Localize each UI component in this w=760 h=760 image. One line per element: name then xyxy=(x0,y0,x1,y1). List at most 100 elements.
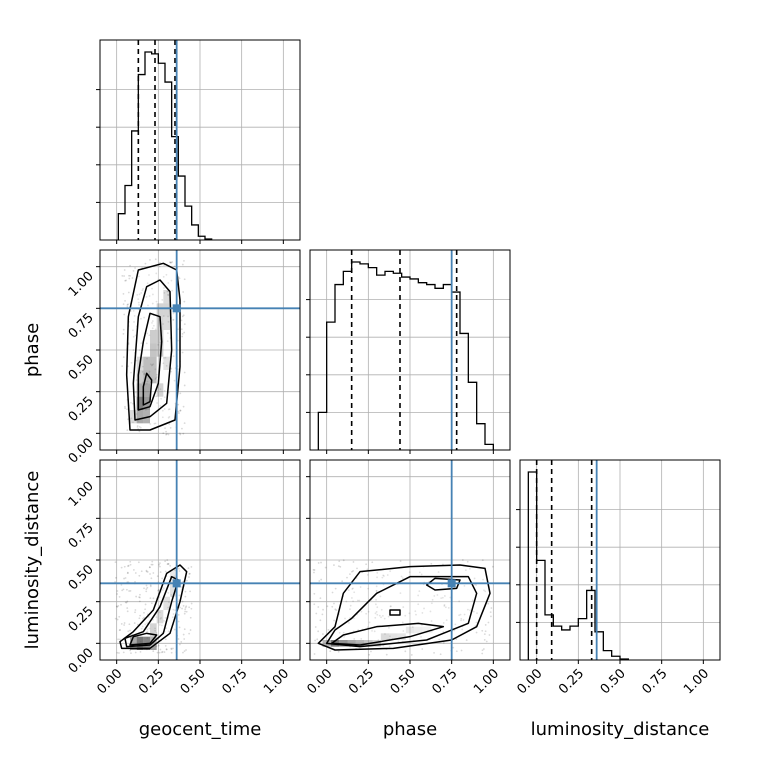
scatter-point-geocent_time-vs-phase-186 xyxy=(162,357,165,359)
scatter-point-geocent_time-vs-luminosity_distance-223 xyxy=(185,605,188,608)
scatter-point-geocent_time-vs-luminosity_distance-207 xyxy=(128,590,130,592)
xtick-label-hist-luminosity_distance-1: 0.25 xyxy=(556,666,587,697)
scatter-point-geocent_time-vs-luminosity_distance-58 xyxy=(158,563,161,566)
xtick-label-geocent_time-vs-luminosity_distance-0: 0.00 xyxy=(94,666,125,697)
scatter-point-geocent_time-vs-phase-208 xyxy=(145,342,148,345)
scatter-point-geocent_time-vs-luminosity_distance-253 xyxy=(166,559,169,561)
scatter-point-phase-vs-luminosity_distance-37 xyxy=(460,649,463,652)
scatter-point-geocent_time-vs-phase-198 xyxy=(167,416,170,419)
density-cell-geocent_time-vs-phase-4 xyxy=(136,383,144,397)
scatter-point-phase-vs-luminosity_distance-210 xyxy=(319,597,322,600)
scatter-point-geocent_time-vs-luminosity_distance-91 xyxy=(146,622,149,625)
scatter-point-geocent_time-vs-phase-10 xyxy=(126,408,129,411)
scatter-point-geocent_time-vs-phase-115 xyxy=(179,392,182,395)
scatter-point-phase-vs-luminosity_distance-235 xyxy=(449,596,452,599)
scatter-point-geocent_time-vs-phase-114 xyxy=(148,370,151,373)
scatter-point-phase-vs-luminosity_distance-6 xyxy=(389,635,391,638)
scatter-point-geocent_time-vs-phase-218 xyxy=(143,373,146,376)
scatter-point-phase-vs-luminosity_distance-156 xyxy=(389,605,392,608)
scatter-point-geocent_time-vs-phase-188 xyxy=(147,304,149,307)
scatter-point-phase-vs-luminosity_distance-47 xyxy=(320,578,323,581)
scatter-point-phase-vs-luminosity_distance-104 xyxy=(442,622,445,624)
scatter-point-geocent_time-vs-phase-163 xyxy=(167,293,169,296)
scatter-point-phase-vs-luminosity_distance-195 xyxy=(333,602,335,605)
scatter-point-phase-vs-luminosity_distance-55 xyxy=(333,564,335,566)
scatter-point-geocent_time-vs-phase-86 xyxy=(136,426,139,428)
xtick-label-hist-luminosity_distance-4: 1.00 xyxy=(681,666,712,697)
scatter-point-geocent_time-vs-phase-125 xyxy=(122,332,125,335)
scatter-point-phase-vs-luminosity_distance-226 xyxy=(460,619,463,622)
scatter-point-geocent_time-vs-luminosity_distance-34 xyxy=(152,597,155,600)
scatter-point-geocent_time-vs-luminosity_distance-145 xyxy=(178,570,181,572)
scatter-point-phase-vs-luminosity_distance-233 xyxy=(463,584,466,587)
scatter-point-phase-vs-luminosity_distance-84 xyxy=(482,648,485,650)
contour-phase-vs-luminosity_distance-2 xyxy=(330,622,445,646)
scatter-point-geocent_time-vs-phase-147 xyxy=(172,318,175,321)
scatter-point-geocent_time-vs-phase-89 xyxy=(155,395,158,398)
scatter-point-phase-vs-luminosity_distance-34 xyxy=(334,587,337,590)
density-cell-geocent_time-vs-luminosity_distance-2 xyxy=(130,636,137,650)
scatter-point-geocent_time-vs-phase-235 xyxy=(183,371,186,374)
scatter-point-phase-vs-luminosity_distance-87 xyxy=(352,587,354,590)
scatter-point-geocent_time-vs-phase-238 xyxy=(149,363,152,366)
scatter-point-geocent_time-vs-luminosity_distance-188 xyxy=(171,616,174,619)
scatter-point-phase-vs-luminosity_distance-182 xyxy=(420,635,422,638)
scatter-point-phase-vs-luminosity_distance-230 xyxy=(353,638,356,640)
scatter-point-phase-vs-luminosity_distance-237 xyxy=(443,605,446,607)
scatter-point-geocent_time-vs-phase-53 xyxy=(166,340,169,343)
scatter-point-geocent_time-vs-luminosity_distance-215 xyxy=(163,651,166,653)
scatter-point-geocent_time-vs-luminosity_distance-154 xyxy=(161,650,164,653)
xtick-label-hist-luminosity_distance-2: 0.50 xyxy=(598,666,629,697)
xtick-label-phase-vs-luminosity_distance-0: 0.00 xyxy=(304,666,335,697)
scatter-point-geocent_time-vs-phase-206 xyxy=(151,302,154,305)
density-cell-phase-vs-luminosity_distance-8 xyxy=(397,633,406,640)
scatter-point-phase-vs-luminosity_distance-150 xyxy=(484,624,487,626)
scatter-point-phase-vs-luminosity_distance-136 xyxy=(462,619,465,621)
scatter-point-geocent_time-vs-luminosity_distance-48 xyxy=(146,571,149,573)
scatter-point-geocent_time-vs-luminosity_distance-107 xyxy=(158,651,161,654)
scatter-point-geocent_time-vs-luminosity_distance-133 xyxy=(174,609,177,612)
hist-panel-phase xyxy=(306,249,511,454)
scatter-point-geocent_time-vs-phase-12 xyxy=(127,418,129,421)
contour-geocent_time-vs-luminosity_distance-0 xyxy=(119,564,188,650)
scatter-point-geocent_time-vs-luminosity_distance-144 xyxy=(188,572,191,575)
xtick-label-phase-vs-luminosity_distance-2: 0.50 xyxy=(388,666,419,697)
scatter-point-geocent_time-vs-luminosity_distance-35 xyxy=(130,652,132,654)
scatter-point-phase-vs-luminosity_distance-120 xyxy=(375,611,378,613)
density-cell-geocent_time-vs-phase-21 xyxy=(156,383,164,397)
scatter-point-phase-vs-luminosity_distance-131 xyxy=(374,603,377,606)
scatter-point-geocent_time-vs-phase-102 xyxy=(183,278,186,281)
scatter-point-geocent_time-vs-luminosity_distance-140 xyxy=(172,613,175,615)
xtick-label-geocent_time-vs-luminosity_distance-4: 1.00 xyxy=(261,666,292,697)
scatter-point-geocent_time-vs-luminosity_distance-84 xyxy=(145,584,148,587)
scatter-point-phase-vs-luminosity_distance-251 xyxy=(483,633,486,636)
scatter-point-geocent_time-vs-luminosity_distance-56 xyxy=(134,572,137,574)
scatter-point-geocent_time-vs-phase-221 xyxy=(143,316,146,319)
scatter-point-geocent_time-vs-phase-93 xyxy=(182,314,185,317)
scatter-point-geocent_time-vs-phase-33 xyxy=(140,342,143,345)
scatter-point-phase-vs-luminosity_distance-3 xyxy=(474,624,477,627)
scatter-point-phase-vs-luminosity_distance-127 xyxy=(488,634,491,636)
scatter-point-phase-vs-luminosity_distance-178 xyxy=(484,590,487,593)
scatter-point-phase-vs-luminosity_distance-63 xyxy=(342,559,345,562)
scatter-point-phase-vs-luminosity_distance-170 xyxy=(460,617,463,620)
scatter-point-geocent_time-vs-phase-82 xyxy=(164,427,166,430)
scatter-point-geocent_time-vs-phase-156 xyxy=(141,370,144,373)
scatter-point-phase-vs-luminosity_distance-242 xyxy=(481,652,484,655)
density-cell-geocent_time-vs-phase-10 xyxy=(150,343,157,357)
scatter-point-geocent_time-vs-luminosity_distance-98 xyxy=(167,601,170,604)
scatter-point-phase-vs-luminosity_distance-248 xyxy=(383,617,386,620)
scatter-point-geocent_time-vs-luminosity_distance-97 xyxy=(144,623,147,626)
scatter-point-geocent_time-vs-phase-224 xyxy=(135,359,138,362)
scatter-point-geocent_time-vs-luminosity_distance-71 xyxy=(157,589,160,592)
scatter-point-geocent_time-vs-luminosity_distance-173 xyxy=(160,616,163,619)
density-cell-geocent_time-vs-luminosity_distance-5 xyxy=(156,610,164,624)
scatter-point-phase-vs-luminosity_distance-25 xyxy=(491,565,494,568)
scatter-point-phase-vs-luminosity_distance-190 xyxy=(352,600,354,603)
scatter-point-geocent_time-vs-luminosity_distance-136 xyxy=(189,590,192,593)
density-cell-geocent_time-vs-phase-15 xyxy=(163,316,170,330)
scatter-point-geocent_time-vs-phase-126 xyxy=(146,332,149,335)
scatter-point-phase-vs-luminosity_distance-229 xyxy=(458,600,461,603)
scatter-point-geocent_time-vs-luminosity_distance-15 xyxy=(185,579,188,582)
scatter-point-geocent_time-vs-luminosity_distance-30 xyxy=(185,610,188,613)
